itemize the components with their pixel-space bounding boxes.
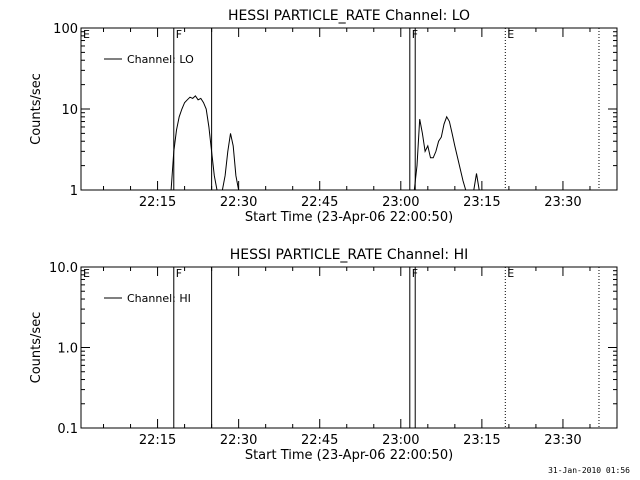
- x-tick-label: 22:30: [220, 433, 257, 448]
- y-axis-label: Counts/sec: [29, 73, 44, 145]
- y-tick-label: 0.1: [57, 422, 78, 437]
- x-tick-label: 22:45: [301, 195, 338, 210]
- x-tick-label: 22:15: [139, 195, 176, 210]
- chart-panel-2: HESSI PARTICLE_RATE Channel: HI 0.1 1.0 10.…: [29, 247, 618, 463]
- chart-title: HESSI PARTICLE_RATE Channel: HI: [230, 247, 468, 263]
- x-tick-label: 22:15: [139, 433, 176, 448]
- marker-label: E: [507, 28, 514, 41]
- y-tick-label: 10.0: [49, 261, 78, 276]
- x-tick-label: 22:45: [301, 433, 338, 448]
- y-tick-label: 100: [53, 22, 78, 37]
- legend-label: Channel: LO: [127, 53, 194, 66]
- x-tick-label: 23:00: [382, 195, 419, 210]
- x-tick-label: 23:00: [382, 433, 419, 448]
- y-axis-label: Counts/sec: [29, 312, 44, 384]
- series-line: [170, 95, 480, 191]
- legend-label: Channel: HI: [127, 292, 191, 305]
- x-axis-label: Start Time (23-Apr-06 22:00:50): [245, 210, 453, 225]
- x-tick-label: 23:15: [463, 433, 500, 448]
- x-tick-label: 23:15: [463, 195, 500, 210]
- marker-label: E: [507, 267, 514, 280]
- marker-label: E: [83, 267, 90, 280]
- x-tick-label: 23:30: [544, 195, 581, 210]
- x-axis-label: Start Time (23-Apr-06 22:00:50): [245, 448, 453, 463]
- x-tick-label: 23:30: [544, 433, 581, 448]
- marker-label: F: [176, 267, 182, 280]
- footer-timestamp: 31-Jan-2010 01:56: [548, 466, 630, 475]
- y-tick-label: 1: [70, 184, 78, 199]
- marker-label: E: [83, 28, 90, 41]
- y-tick-label: 10: [61, 103, 78, 118]
- y-tick-label: 1.0: [57, 342, 78, 357]
- x-tick-label: 22:30: [220, 195, 257, 210]
- chart-title: HESSI PARTICLE_RATE Channel: LO: [228, 8, 470, 24]
- chart-panel-1: HESSI PARTICLE_RATE Channel: LO 1 10 100 22:…: [29, 8, 618, 225]
- marker-label: F: [176, 28, 182, 41]
